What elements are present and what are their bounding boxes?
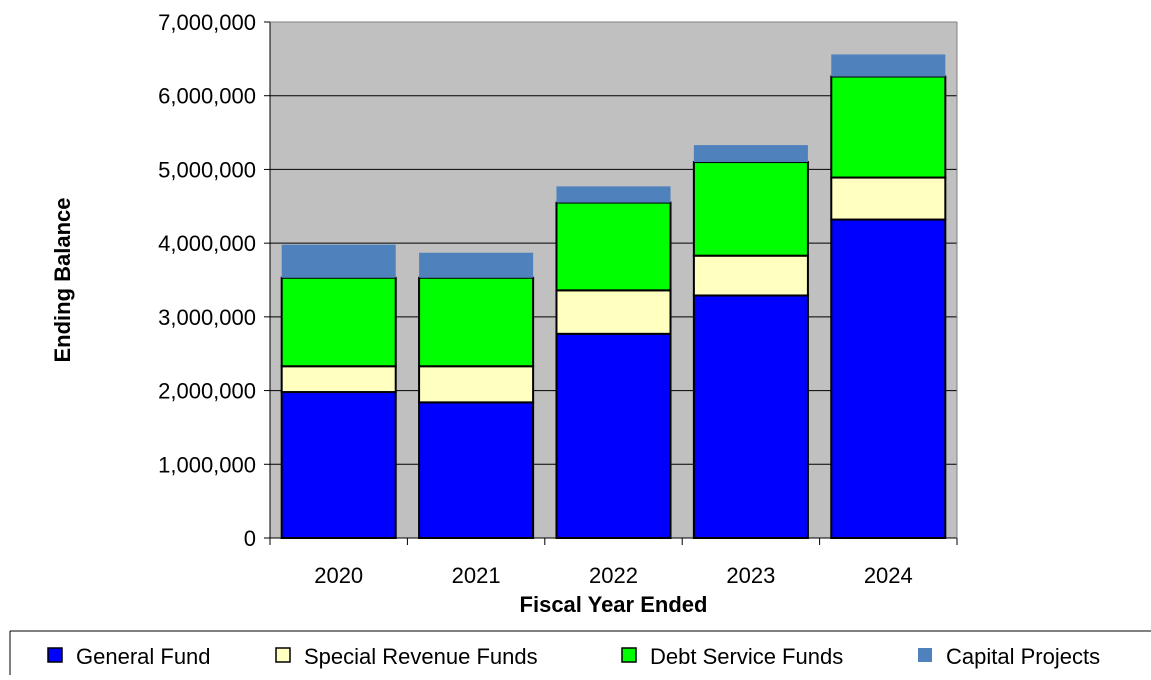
y-tick-label: 4,000,000 <box>158 231 256 256</box>
bar-segment-general-fund <box>556 334 670 538</box>
x-tick-label: 2022 <box>589 563 638 588</box>
y-tick-label: 5,000,000 <box>158 157 256 182</box>
bar-segment-special-revenue-funds <box>282 366 396 392</box>
y-axis-title: Ending Balance <box>50 197 75 362</box>
bar-segment-capital-projects <box>556 186 670 202</box>
legend-label: Special Revenue Funds <box>304 644 538 669</box>
legend: General Fund Special Revenue Funds Debt Se… <box>10 631 1151 675</box>
x-tick-label: 2020 <box>314 563 363 588</box>
legend-swatch <box>918 648 932 662</box>
bar-segment-special-revenue-funds <box>831 178 945 220</box>
bar-segment-general-fund <box>831 220 945 538</box>
bar-segment-general-fund <box>694 295 808 538</box>
bar-segment-debt-service-funds <box>694 162 808 256</box>
legend-swatch <box>622 648 636 662</box>
x-axis-title: Fiscal Year Ended <box>520 592 708 617</box>
bar-segment-capital-projects <box>282 245 396 278</box>
y-tick-label: 6,000,000 <box>158 84 256 109</box>
legend-label: Capital Projects <box>946 644 1100 669</box>
legend-swatch <box>48 648 62 662</box>
y-tick-label: 3,000,000 <box>158 305 256 330</box>
bar-segment-debt-service-funds <box>831 77 945 178</box>
bar-segment-capital-projects <box>419 253 533 278</box>
y-tick-label: 7,000,000 <box>158 10 256 35</box>
bar-segment-debt-service-funds <box>282 278 396 366</box>
x-tick-label: 2023 <box>726 563 775 588</box>
y-tick-label: 0 <box>244 526 256 551</box>
bar-segment-general-fund <box>419 402 533 538</box>
x-tick-label: 2021 <box>452 563 501 588</box>
legend-label: General Fund <box>76 644 211 669</box>
bar-segment-capital-projects <box>831 54 945 76</box>
legend-swatch <box>276 648 290 662</box>
y-tick-label: 1,000,000 <box>158 452 256 477</box>
x-tick-label: 2024 <box>864 563 913 588</box>
legend-label: Debt Service Funds <box>650 644 843 669</box>
bar-segment-debt-service-funds <box>556 203 670 291</box>
bar-segment-debt-service-funds <box>419 278 533 366</box>
bar-segment-capital-projects <box>694 145 808 162</box>
bar-segment-special-revenue-funds <box>419 366 533 402</box>
y-tick-label: 2,000,000 <box>158 379 256 404</box>
bar-segment-general-fund <box>282 392 396 538</box>
bar-segment-special-revenue-funds <box>694 256 808 296</box>
bar-segment-special-revenue-funds <box>556 290 670 333</box>
